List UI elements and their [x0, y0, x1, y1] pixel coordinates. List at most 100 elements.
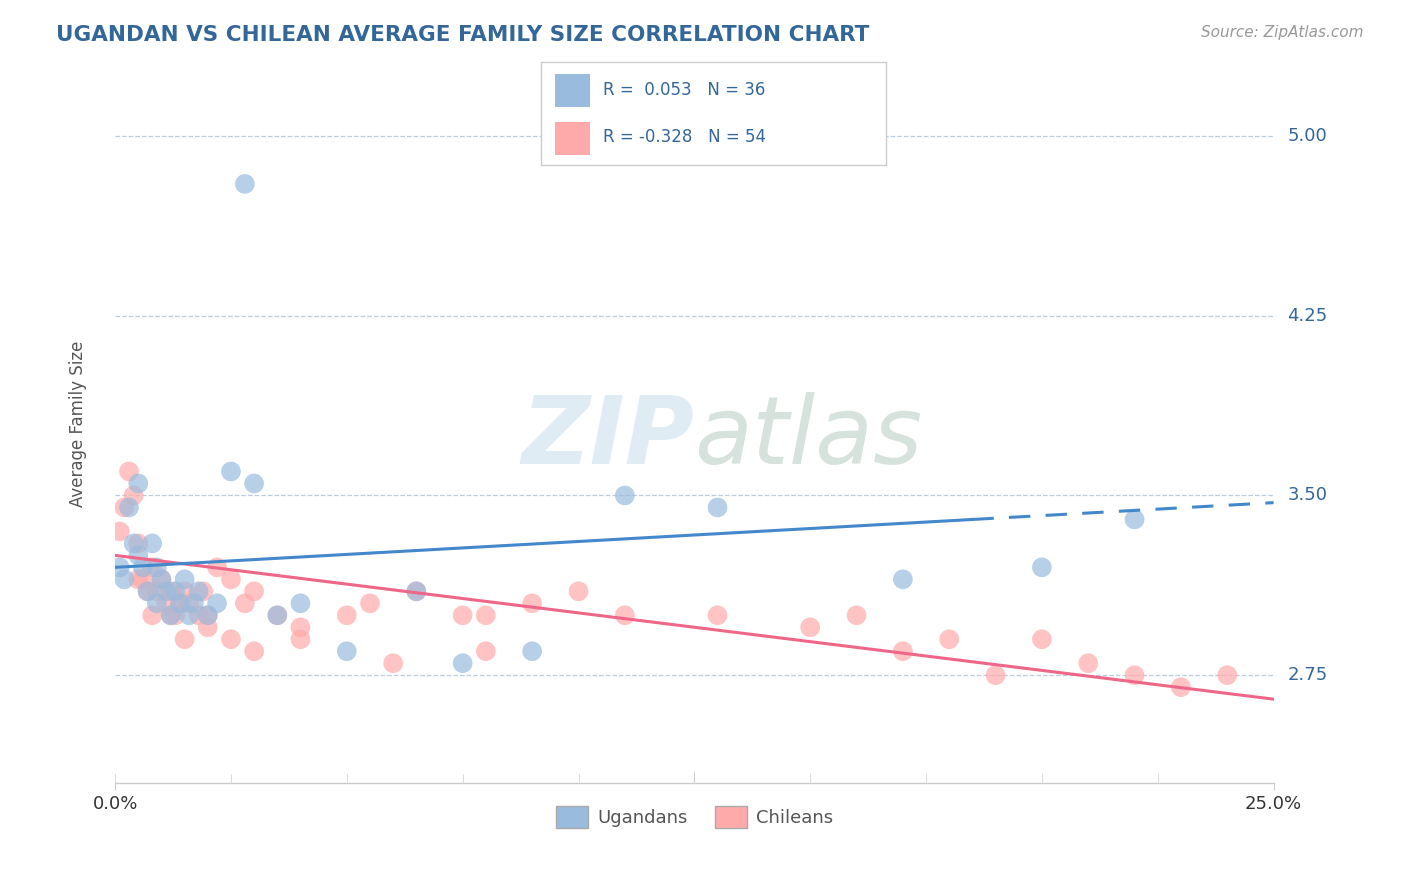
Point — [336, 608, 359, 623]
Text: R = -0.328   N = 54: R = -0.328 N = 54 — [603, 128, 766, 146]
Point — [132, 560, 155, 574]
Point — [155, 596, 177, 610]
Point — [118, 500, 141, 515]
Point — [108, 560, 131, 574]
Point — [141, 536, 163, 550]
Text: UGANDAN VS CHILEAN AVERAGE FAMILY SIZE CORRELATION CHART: UGANDAN VS CHILEAN AVERAGE FAMILY SIZE C… — [56, 25, 870, 45]
Point — [132, 572, 155, 586]
Point — [1077, 657, 1099, 671]
Point — [187, 584, 209, 599]
Point — [938, 632, 960, 647]
Point — [290, 596, 312, 610]
Point — [799, 620, 821, 634]
Point — [613, 488, 636, 502]
Legend: Ugandans, Chileans: Ugandans, Chileans — [548, 798, 841, 835]
Point — [451, 608, 474, 623]
Text: 3.50: 3.50 — [1288, 486, 1327, 505]
Point — [266, 608, 288, 623]
Point — [1031, 560, 1053, 574]
Point — [405, 584, 427, 599]
Point — [984, 668, 1007, 682]
Point — [136, 584, 159, 599]
Point — [359, 596, 381, 610]
Text: 2.75: 2.75 — [1288, 666, 1327, 684]
Point — [336, 644, 359, 658]
Point — [112, 572, 135, 586]
Point — [165, 608, 187, 623]
Point — [233, 177, 256, 191]
Bar — [555, 74, 589, 106]
Text: ZIP: ZIP — [522, 392, 695, 484]
Point — [243, 644, 266, 658]
Point — [122, 536, 145, 550]
Point — [1216, 668, 1239, 682]
Point — [243, 584, 266, 599]
Point — [382, 657, 405, 671]
Point — [165, 584, 187, 599]
Point — [1031, 632, 1053, 647]
Point — [136, 584, 159, 599]
Point — [405, 584, 427, 599]
Point — [169, 596, 191, 610]
Point — [146, 560, 169, 574]
Point — [475, 644, 498, 658]
Point — [1123, 512, 1146, 526]
Point — [266, 608, 288, 623]
Point — [141, 560, 163, 574]
Point — [197, 608, 219, 623]
Point — [141, 608, 163, 623]
Point — [159, 608, 181, 623]
Bar — [555, 122, 589, 155]
Point — [173, 632, 195, 647]
Text: 4.25: 4.25 — [1288, 307, 1327, 325]
Point — [197, 620, 219, 634]
Point — [127, 476, 149, 491]
Point — [127, 536, 149, 550]
Point — [112, 500, 135, 515]
Point — [891, 572, 914, 586]
Point — [845, 608, 868, 623]
Point — [108, 524, 131, 539]
Point — [179, 608, 201, 623]
Point — [146, 596, 169, 610]
Point — [191, 584, 214, 599]
Point — [451, 657, 474, 671]
Text: Average Family Size: Average Family Size — [69, 341, 87, 507]
Point — [219, 572, 242, 586]
Point — [127, 549, 149, 563]
Text: R =  0.053   N = 36: R = 0.053 N = 36 — [603, 81, 766, 99]
Point — [233, 596, 256, 610]
Point — [150, 572, 173, 586]
Point — [520, 596, 543, 610]
Point — [219, 632, 242, 647]
Point — [290, 620, 312, 634]
Point — [891, 644, 914, 658]
Point — [169, 596, 191, 610]
Point — [205, 596, 228, 610]
Point — [183, 596, 205, 610]
Point — [706, 500, 728, 515]
Point — [475, 608, 498, 623]
Text: Source: ZipAtlas.com: Source: ZipAtlas.com — [1201, 25, 1364, 40]
Point — [179, 596, 201, 610]
Point — [243, 476, 266, 491]
Point — [290, 632, 312, 647]
Point — [567, 584, 589, 599]
Point — [127, 572, 149, 586]
Text: atlas: atlas — [695, 392, 922, 483]
Point — [205, 560, 228, 574]
Point — [1123, 668, 1146, 682]
Point — [159, 584, 181, 599]
Point — [187, 608, 209, 623]
Point — [613, 608, 636, 623]
Point — [159, 608, 181, 623]
Text: 5.00: 5.00 — [1288, 127, 1327, 145]
Point — [155, 584, 177, 599]
Point — [122, 488, 145, 502]
Point — [197, 608, 219, 623]
Point — [146, 584, 169, 599]
Point — [173, 584, 195, 599]
Point — [706, 608, 728, 623]
Point — [1170, 680, 1192, 694]
Point — [173, 572, 195, 586]
